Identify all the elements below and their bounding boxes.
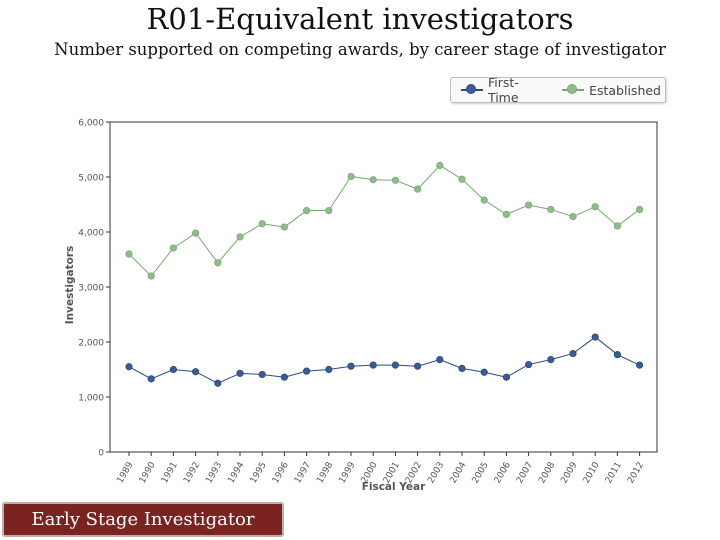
data-point-first-time <box>613 351 622 359</box>
data-point-first-time <box>347 362 355 370</box>
legend-marker-established <box>567 84 578 94</box>
data-point-first-time <box>258 370 266 379</box>
page-title: R01-Equivalent investigators <box>146 2 574 36</box>
x-tick-label: 1996 <box>271 460 291 485</box>
x-tick-label: 2004 <box>448 460 468 485</box>
x-tick-label: 2005 <box>471 461 491 486</box>
x-tick-label: 1989 <box>115 460 135 485</box>
data-point-established <box>147 272 155 280</box>
y-tick-label: 3,000 <box>78 284 104 294</box>
data-point-first-time <box>458 364 466 372</box>
x-tick-label: 1999 <box>337 460 357 485</box>
plot-area <box>109 121 658 453</box>
early-stage-investigator-badge[interactable]: Early Stage Investigator <box>2 502 284 537</box>
data-point-first-time <box>391 361 399 369</box>
data-point-established <box>635 205 644 214</box>
data-point-first-time <box>280 373 288 381</box>
x-tick-label: 1994 <box>226 460 246 485</box>
x-tick-label: 1998 <box>315 460 335 485</box>
data-point-established <box>591 203 599 211</box>
series-line-first-time <box>128 336 640 384</box>
y-tick-label: 5,000 <box>78 174 104 184</box>
data-point-established <box>347 172 355 181</box>
legend-swatch-first-time <box>461 84 483 94</box>
data-point-established <box>524 201 533 209</box>
y-tick-label: 6,000 <box>78 119 104 129</box>
data-point-established <box>169 244 177 252</box>
chart-legend: First-Time Established <box>450 75 666 105</box>
x-tick-label: 1990 <box>138 460 158 485</box>
data-point-first-time <box>635 361 644 369</box>
x-tick-label: 1997 <box>293 461 313 486</box>
x-tick-label: 2007 <box>515 461 535 486</box>
x-tick-label: 1993 <box>204 461 224 486</box>
x-tick-label: 2006 <box>493 460 513 485</box>
y-axis-title: Investigators <box>64 246 76 324</box>
legend-item-first-time: First-Time <box>461 75 548 105</box>
data-point-first-time <box>147 375 155 383</box>
data-point-established <box>369 176 377 184</box>
x-tick-label: 2003 <box>426 461 446 486</box>
data-point-established <box>258 220 266 228</box>
data-point-established <box>458 175 466 183</box>
x-tick-label: 2009 <box>559 460 579 485</box>
data-point-established <box>125 250 133 258</box>
data-point-established <box>325 206 333 215</box>
data-point-first-time <box>169 365 177 374</box>
data-point-first-time <box>569 349 577 358</box>
data-point-first-time <box>369 361 377 369</box>
x-tick-label: 2008 <box>537 460 557 485</box>
data-point-established <box>547 205 555 214</box>
data-point-established <box>391 176 399 184</box>
data-point-first-time <box>125 363 133 371</box>
data-point-first-time <box>502 373 510 381</box>
data-point-first-time <box>413 362 422 370</box>
data-point-first-time <box>547 355 555 364</box>
legend-label-established: Established <box>589 82 661 98</box>
data-point-first-time <box>591 333 599 341</box>
data-point-first-time <box>192 368 200 376</box>
y-tick-label: 2,000 <box>78 339 104 349</box>
data-point-first-time <box>214 379 222 387</box>
x-tick-label: 1992 <box>182 461 202 486</box>
x-tick-label: 1995 <box>249 461 269 486</box>
data-point-established <box>236 233 244 241</box>
legend-item-established: Established <box>562 83 661 98</box>
x-tick-label: 2011 <box>604 461 624 486</box>
x-axis-title: Fiscal Year <box>362 481 426 493</box>
legend-swatch-established <box>562 84 585 94</box>
data-point-established <box>192 229 200 237</box>
data-point-established <box>280 223 288 231</box>
data-point-first-time <box>302 367 311 375</box>
y-tick-label: 4,000 <box>78 229 104 239</box>
page-subtitle: Number supported on competing awards, by… <box>54 40 666 59</box>
x-tick-label: 2012 <box>626 461 646 486</box>
data-point-established <box>502 210 510 218</box>
data-point-established <box>569 213 577 221</box>
legend-marker-first-time <box>466 84 476 94</box>
y-tick-label: 1,000 <box>78 394 104 404</box>
y-tick-label: 0 <box>98 449 104 459</box>
x-tick-label: 1991 <box>160 461 180 486</box>
data-point-first-time <box>480 368 488 376</box>
data-point-established <box>214 259 222 267</box>
data-point-established <box>302 206 311 215</box>
legend-label-first-time: First-Time <box>487 75 519 105</box>
data-point-established <box>413 185 422 193</box>
data-point-first-time <box>325 365 333 374</box>
data-point-first-time <box>236 369 244 377</box>
data-point-first-time <box>524 360 533 369</box>
data-point-established <box>480 196 488 204</box>
x-tick-label: 2010 <box>582 460 602 485</box>
series-line-established <box>128 164 640 277</box>
data-point-first-time <box>436 355 444 364</box>
data-point-established <box>436 161 444 170</box>
data-point-established <box>613 222 622 230</box>
